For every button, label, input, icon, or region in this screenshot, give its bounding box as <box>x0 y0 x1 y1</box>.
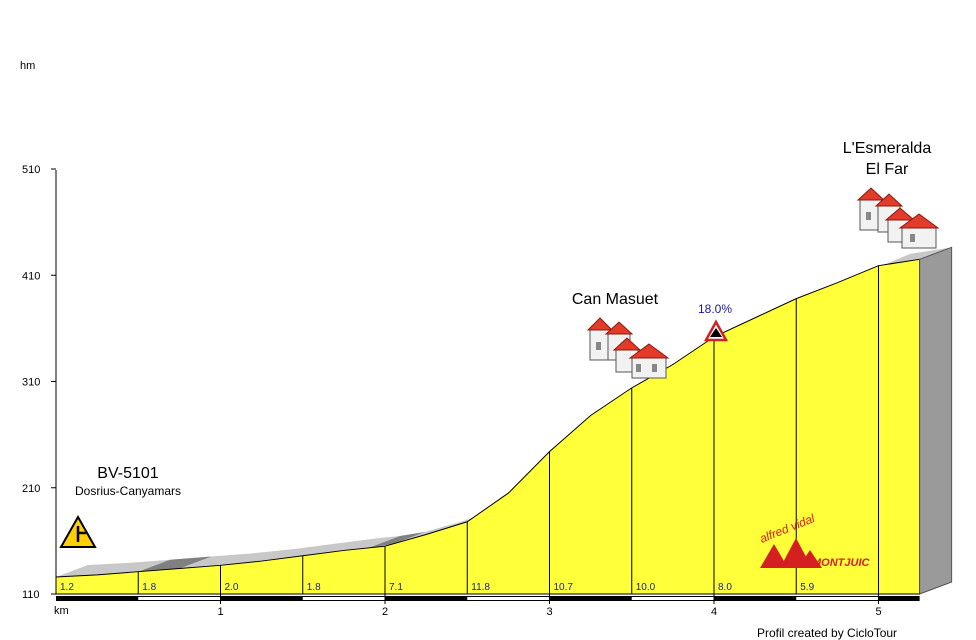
km-scale-bar-segment <box>302 597 385 600</box>
can-masuet-annotation: Can Masuet <box>572 291 670 379</box>
profile-area <box>55 258 921 595</box>
y-tick-label: 410 <box>22 270 40 282</box>
summit-name-line2: El Far <box>866 161 909 178</box>
x-tick-label: 4 <box>711 606 717 618</box>
profile-side-face <box>919 246 953 595</box>
segment-grade-label: 1.2 <box>60 582 74 593</box>
y-tick-label: 110 <box>22 589 40 601</box>
x-axis-unit-label: km <box>54 605 69 617</box>
max-grade-annotation: 18.0% <box>698 302 732 342</box>
start-annotation: BV-5101 Dosrius-Canyamars <box>59 465 181 548</box>
x-tick-label: 2 <box>382 606 388 618</box>
y-tick-label: 210 <box>22 483 40 495</box>
road-junction-sign-icon <box>59 514 97 548</box>
profile-shadow-patch <box>368 531 426 548</box>
segment-grade-label: 10.0 <box>636 582 656 593</box>
y-axis-unit-label: hm <box>20 60 35 72</box>
footer-credit: Profil created by CicloTour <box>757 626 897 640</box>
summit-name-line1: L'Esmeralda <box>843 140 932 157</box>
km-scale-bar-segment <box>796 597 879 600</box>
segment-grade-label: 7.1 <box>389 582 403 593</box>
km-scale-bar-segment <box>631 597 714 600</box>
segment-grade-label: 8.0 <box>718 582 732 593</box>
segment-grade-label: 5.9 <box>800 582 814 593</box>
y-tick-label: 310 <box>22 377 40 389</box>
km-scale-bar-segment <box>138 597 221 600</box>
km-scale-bar-segment <box>467 597 550 600</box>
y-tick-label: 510 <box>22 164 40 176</box>
segment-grade-label: 10.7 <box>554 582 574 593</box>
segment-grade-label: 1.8 <box>307 582 321 593</box>
start-road-name: BV-5101 <box>97 465 158 482</box>
grade-warning-icon <box>703 319 729 342</box>
can-masuet-label: Can Masuet <box>572 291 659 308</box>
segment-grade-label: 2.0 <box>225 582 239 593</box>
segment-grade-label: 1.8 <box>142 582 156 593</box>
max-grade-label: 18.0% <box>698 302 732 316</box>
summit-annotation: L'Esmeralda El Far <box>843 140 940 249</box>
village-icon <box>586 317 670 379</box>
x-tick-label: 5 <box>875 606 881 618</box>
start-road-description: Dosrius-Canyamars <box>75 484 181 498</box>
x-tick-label: 1 <box>217 606 223 618</box>
village-icon <box>856 187 940 249</box>
segment-grade-label: 11.8 <box>471 582 490 593</box>
profile-shadow-patch <box>138 556 212 572</box>
x-tick-label: 3 <box>546 606 552 618</box>
logo-text: MONTJUIC <box>812 557 871 569</box>
